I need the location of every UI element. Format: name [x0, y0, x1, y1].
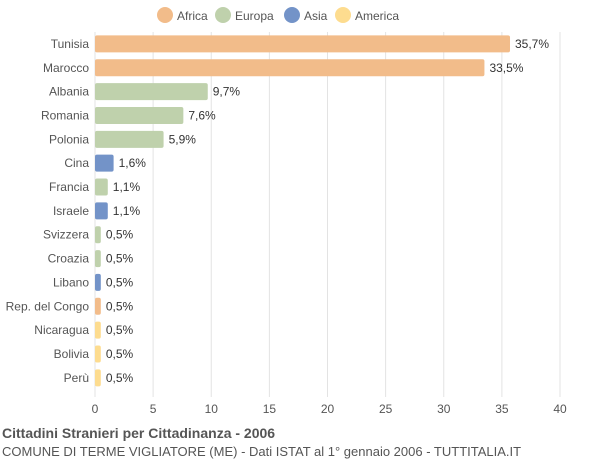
- category-label: Perù: [64, 371, 89, 385]
- bar: [95, 35, 511, 53]
- chart-subtitle: COMUNE DI TERME VIGLIATORE (ME) - Dati I…: [2, 444, 522, 459]
- chart-title: Cittadini Stranieri per Cittadinanza - 2…: [2, 425, 276, 441]
- value-labels: 35,7% 33,5% 9,7% 7,6% 5,9% 1,6% 1,1% 1,1% 0,5% 0,…: [106, 37, 550, 385]
- value-label: 0,5%: [106, 228, 134, 242]
- bar: [95, 345, 101, 363]
- legend-marker-africa: [157, 7, 173, 23]
- category-labels: Tunisia Marocco Albania Romania Polonia Cina F…: [6, 37, 90, 385]
- category-label: Albania: [49, 85, 89, 99]
- x-axis-ticks: 0 5 10 15 20 25 30 35 40: [92, 402, 567, 416]
- bar: [95, 154, 114, 172]
- category-label: Romania: [41, 108, 89, 122]
- legend-label-america: America: [355, 9, 399, 23]
- chart: Africa Europa Asia America Tunisia Marocco Al…: [6, 7, 567, 416]
- bar: [95, 59, 485, 77]
- category-label: Francia: [49, 180, 89, 194]
- bar: [95, 226, 101, 244]
- category-label: Bolivia: [54, 347, 90, 361]
- legend-marker-europa: [215, 7, 231, 23]
- value-label: 0,5%: [106, 252, 134, 266]
- bars: [95, 35, 511, 387]
- x-tick-label: 30: [437, 402, 451, 416]
- bar: [95, 202, 108, 220]
- category-label: Cina: [64, 156, 89, 170]
- value-label: 9,7%: [213, 85, 241, 99]
- legend-label-africa: Africa: [177, 9, 208, 23]
- value-label: 5,9%: [169, 132, 197, 146]
- value-label: 1,1%: [113, 204, 141, 218]
- legend-label-asia: Asia: [304, 9, 328, 23]
- category-label: Israele: [53, 204, 89, 218]
- bar: [95, 321, 101, 339]
- value-label: 0,5%: [106, 323, 134, 337]
- bar: [95, 130, 164, 148]
- category-label: Libano: [53, 275, 89, 289]
- legend-label-europa: Europa: [235, 9, 274, 23]
- bar: [95, 273, 101, 291]
- x-tick-label: 0: [92, 402, 99, 416]
- bar: [95, 106, 184, 124]
- x-tick-label: 35: [495, 402, 509, 416]
- x-tick-label: 25: [379, 402, 393, 416]
- bar: [95, 178, 108, 196]
- category-label: Nicaragua: [34, 323, 89, 337]
- legend: Africa Europa Asia America: [157, 7, 399, 23]
- bar: [95, 369, 101, 387]
- x-tick-label: 40: [553, 402, 567, 416]
- category-label: Croazia: [48, 252, 90, 266]
- value-label: 35,7%: [515, 37, 549, 51]
- value-label: 1,6%: [119, 156, 147, 170]
- value-label: 0,5%: [106, 347, 134, 361]
- value-label: 0,5%: [106, 275, 134, 289]
- value-label: 1,1%: [113, 180, 141, 194]
- value-label: 0,5%: [106, 371, 134, 385]
- value-label: 33,5%: [489, 61, 523, 75]
- category-label: Tunisia: [51, 37, 90, 51]
- category-label: Rep. del Congo: [6, 299, 90, 313]
- x-tick-label: 20: [321, 402, 335, 416]
- category-label: Marocco: [43, 61, 89, 75]
- x-tick-label: 15: [263, 402, 277, 416]
- category-label: Polonia: [49, 132, 89, 146]
- x-tick-label: 5: [150, 402, 157, 416]
- bar: [95, 250, 101, 268]
- legend-marker-america: [335, 7, 351, 23]
- value-label: 0,5%: [106, 299, 134, 313]
- bar: [95, 83, 208, 101]
- category-label: Svizzera: [43, 228, 89, 242]
- x-tick-label: 10: [205, 402, 219, 416]
- bar: [95, 297, 101, 315]
- legend-marker-asia: [284, 7, 300, 23]
- value-label: 7,6%: [188, 108, 216, 122]
